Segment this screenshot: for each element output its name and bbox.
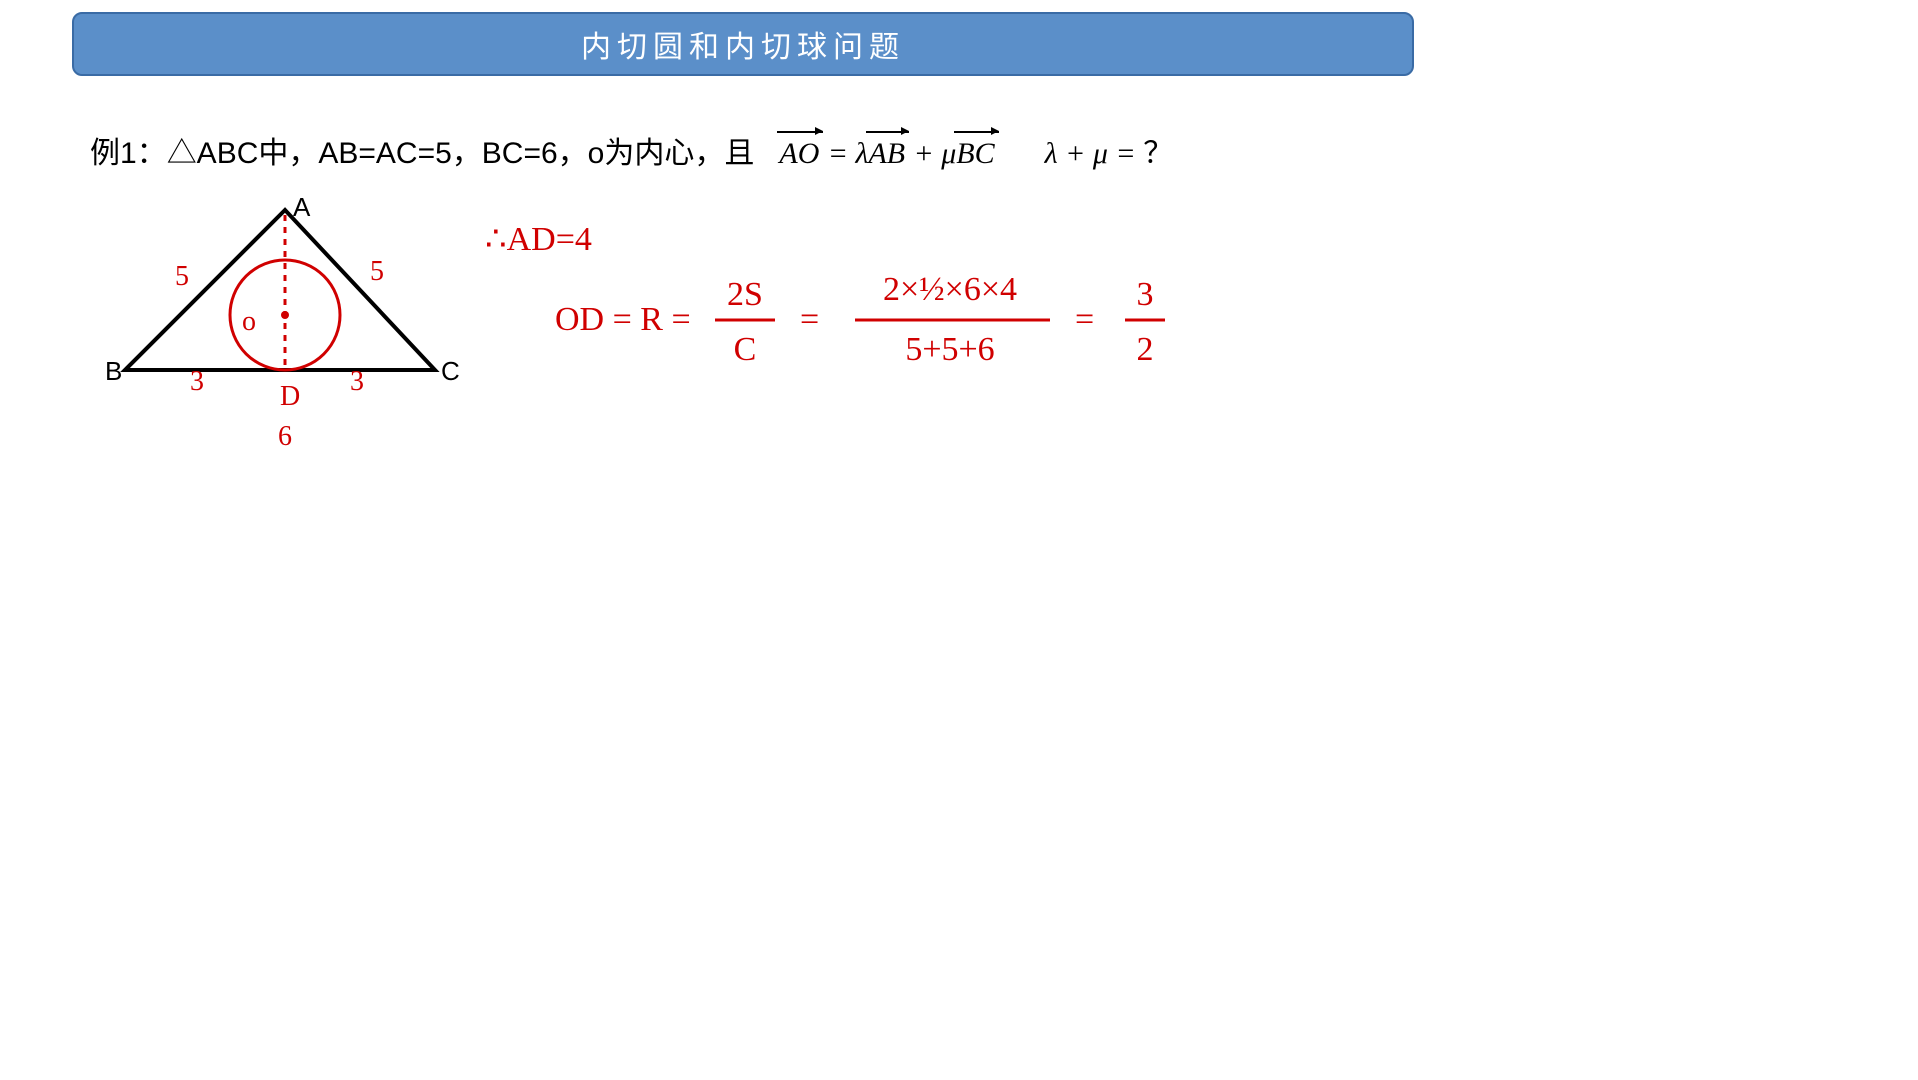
vector-ao: AO [779,137,819,171]
annotation-label: 3 [350,366,364,397]
vector-bc: BC [956,137,994,171]
eq-sign-2: = [1108,137,1143,170]
annotation-label: 3 [190,366,204,397]
hw-frac3-num: 3 [1137,276,1154,313]
vertex-label-c: C [441,356,460,386]
annotation-label: 5 [175,261,189,292]
problem-sides: AB=AC=5，BC=6， [318,137,587,170]
hw-eq2: = [1075,301,1094,338]
side-labels-group: 5 5 3 3 6 Do [175,256,384,452]
vertex-label-b: B [105,356,122,386]
hw-frac1-den: C [734,331,757,368]
handwriting-group: ∴AD=4 OD = R = 2S C = 2×½×6×4 5+5+6 = 3 … [485,221,1165,368]
hw-frac2-num: 2×½×6×4 [883,271,1017,308]
annotation-label: D [280,381,300,412]
incenter-dot [281,311,289,319]
problem-statement: 例1：△ABC中，AB=AC=5，BC=6，o为内心，且 AO = λAB + … [90,128,1173,172]
plus-sign-2: + [1058,137,1093,170]
plus-sign-1: + [913,137,941,170]
lambda-symbol-2: λ [1045,137,1058,170]
lambda-symbol: λ [855,137,868,170]
vector-ab: AB [868,137,905,171]
hw-line1: ∴AD=4 [485,221,592,258]
annotation-label: 5 [370,256,384,287]
annotation-label: 6 [278,421,292,452]
problem-prefix: 例1： [90,137,167,170]
triangle-shape [125,210,435,370]
problem-incenter: o为内心，且 [588,137,755,170]
vertex-label-a: A [293,195,311,222]
hw-frac3-den: 2 [1137,331,1154,368]
handwriting-svg: ∴AD=4 OD = R = 2S C = 2×½×6×4 5+5+6 = 3 … [475,210,1215,390]
hw-frac1-num: 2S [727,276,763,313]
eq-sign-1: = [828,137,856,170]
triangle-svg: A B C 5 5 3 3 6 Do [100,195,470,465]
banner-title: 内切圆和内切球问题 [581,22,905,66]
mu-symbol-2: μ [1093,137,1108,170]
hw-lhs: OD = R = [555,301,691,338]
title-banner: 内切圆和内切球问题 [72,12,1414,76]
hw-frac2-den: 5+5+6 [905,331,994,368]
annotation-label: o [242,306,256,337]
problem-triangle: △ABC中， [167,137,319,170]
triangle-diagram: A B C 5 5 3 3 6 Do [100,195,470,465]
question-mark: ？ [1143,137,1173,170]
handwriting-area: ∴AD=4 OD = R = 2S C = 2×½×6×4 5+5+6 = 3 … [475,210,1215,390]
mu-symbol: μ [941,137,956,170]
hw-eq1: = [800,301,819,338]
